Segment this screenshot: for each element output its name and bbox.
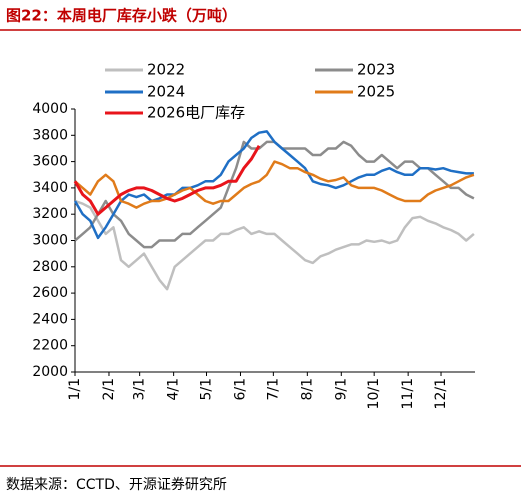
legend-label: 2024 <box>147 83 185 101</box>
y-tick-label: 3800 <box>32 127 68 143</box>
x-tick-label: 10/1 <box>366 378 382 409</box>
x-tick-label: 3/1 <box>132 378 148 401</box>
x-tick-label: 12/1 <box>433 378 449 409</box>
x-tick-label: 11/1 <box>400 378 416 409</box>
legend-label: 2026电厂库存 <box>147 104 245 122</box>
x-tick-label: 9/1 <box>333 378 349 401</box>
series-line <box>74 199 475 291</box>
x-tick-label: 4/1 <box>166 378 182 401</box>
series-line <box>74 160 475 209</box>
x-tick-label: 6/1 <box>232 378 248 401</box>
legend-label: 2023 <box>357 61 395 79</box>
series-line <box>74 140 475 249</box>
series-line <box>73 145 261 216</box>
x-tick-label: 7/1 <box>265 378 281 401</box>
source-note: 数据来源：CCTD、开源证券研究所 <box>6 477 227 493</box>
y-tick-label: 2200 <box>32 338 68 354</box>
y-tick-label: 4000 <box>32 101 68 117</box>
y-tick-label: 3000 <box>32 233 68 249</box>
x-tick-label: 1/1 <box>67 378 83 401</box>
x-tick-label: 5/1 <box>199 378 215 401</box>
series-line <box>73 130 474 240</box>
x-tick-label: 8/1 <box>299 378 315 401</box>
y-tick-label: 3200 <box>32 206 68 222</box>
y-tick-label: 3400 <box>32 180 68 196</box>
legend-label: 2022 <box>147 61 185 79</box>
y-tick-label: 3600 <box>32 154 68 170</box>
legend-label: 2025 <box>357 83 395 101</box>
y-tick-label: 2800 <box>32 259 68 275</box>
x-tick-label: 2/1 <box>101 378 117 401</box>
y-tick-label: 2000 <box>32 364 68 380</box>
y-tick-label: 2400 <box>32 311 68 327</box>
y-tick-label: 2600 <box>32 285 68 301</box>
chart-title: 图22：本周电厂库存小跌（万吨） <box>6 7 237 25</box>
